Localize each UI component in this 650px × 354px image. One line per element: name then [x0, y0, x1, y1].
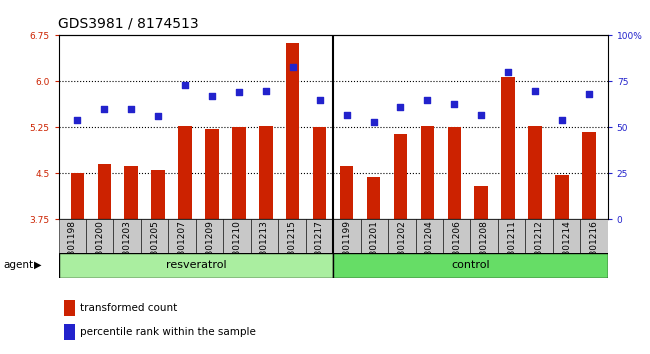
Bar — [151, 170, 165, 354]
Text: GSM801214: GSM801214 — [562, 221, 571, 275]
Bar — [64, 300, 75, 316]
Bar — [178, 126, 192, 354]
Text: transformed count: transformed count — [81, 303, 177, 313]
FancyBboxPatch shape — [388, 219, 415, 253]
Text: GSM801203: GSM801203 — [123, 221, 132, 275]
FancyBboxPatch shape — [168, 219, 196, 253]
Point — [449, 101, 460, 106]
Bar — [340, 166, 354, 354]
FancyBboxPatch shape — [86, 219, 114, 253]
Text: GSM801211: GSM801211 — [507, 221, 516, 275]
Point — [99, 106, 109, 112]
FancyBboxPatch shape — [58, 219, 86, 253]
Bar — [205, 129, 218, 354]
Bar — [555, 175, 569, 354]
Bar — [367, 177, 380, 354]
Text: GSM801216: GSM801216 — [590, 221, 599, 275]
Point — [503, 69, 514, 75]
Text: GDS3981 / 8174513: GDS3981 / 8174513 — [58, 16, 199, 30]
Text: GSM801201: GSM801201 — [370, 221, 379, 275]
Bar — [124, 166, 138, 354]
FancyBboxPatch shape — [224, 219, 251, 253]
Text: GSM801206: GSM801206 — [452, 221, 462, 275]
Point — [153, 114, 163, 119]
Bar — [394, 133, 407, 354]
Text: GSM801205: GSM801205 — [150, 221, 159, 275]
Point — [287, 64, 298, 69]
Bar — [448, 127, 461, 354]
Point — [341, 112, 352, 118]
Text: GSM801202: GSM801202 — [397, 221, 406, 275]
Point — [557, 117, 567, 123]
FancyBboxPatch shape — [58, 253, 333, 278]
FancyBboxPatch shape — [141, 219, 168, 253]
FancyBboxPatch shape — [278, 219, 306, 253]
FancyBboxPatch shape — [443, 219, 471, 253]
Point — [261, 88, 271, 93]
Bar — [313, 127, 326, 354]
Bar — [64, 324, 75, 340]
FancyBboxPatch shape — [114, 219, 141, 253]
Text: resveratrol: resveratrol — [166, 261, 226, 270]
Text: percentile rank within the sample: percentile rank within the sample — [81, 327, 256, 337]
Text: GSM801199: GSM801199 — [343, 221, 352, 275]
Bar — [474, 186, 488, 354]
Point — [207, 93, 217, 99]
Text: ▶: ▶ — [34, 260, 42, 270]
Bar — [71, 173, 84, 354]
FancyBboxPatch shape — [306, 219, 333, 253]
FancyBboxPatch shape — [251, 219, 278, 253]
Bar — [259, 126, 272, 354]
Text: GSM801217: GSM801217 — [315, 221, 324, 275]
FancyBboxPatch shape — [471, 219, 498, 253]
FancyBboxPatch shape — [552, 219, 580, 253]
Point — [476, 112, 486, 118]
FancyBboxPatch shape — [525, 219, 552, 253]
Bar — [232, 127, 246, 354]
Text: control: control — [451, 261, 489, 270]
Bar — [582, 132, 595, 354]
Point — [395, 104, 406, 110]
Text: GSM801213: GSM801213 — [260, 221, 269, 275]
Text: GSM801207: GSM801207 — [177, 221, 187, 275]
Point — [530, 88, 540, 93]
Point — [126, 106, 136, 112]
Point — [234, 90, 244, 95]
Point — [584, 91, 594, 97]
FancyBboxPatch shape — [415, 219, 443, 253]
FancyBboxPatch shape — [333, 219, 361, 253]
Bar — [98, 164, 111, 354]
Text: GSM801200: GSM801200 — [95, 221, 104, 275]
Text: GSM801209: GSM801209 — [205, 221, 214, 275]
Bar — [421, 126, 434, 354]
Text: GSM801215: GSM801215 — [287, 221, 296, 275]
Text: GSM801208: GSM801208 — [480, 221, 489, 275]
Text: GSM801204: GSM801204 — [424, 221, 434, 275]
Text: GSM801212: GSM801212 — [534, 221, 543, 275]
Text: GSM801198: GSM801198 — [68, 221, 77, 275]
FancyBboxPatch shape — [333, 253, 608, 278]
FancyBboxPatch shape — [580, 219, 608, 253]
Text: GSM801210: GSM801210 — [233, 221, 242, 275]
Point — [315, 97, 325, 103]
FancyBboxPatch shape — [361, 219, 388, 253]
Point — [72, 117, 83, 123]
Point — [422, 97, 432, 103]
Bar — [501, 77, 515, 354]
Point — [369, 119, 379, 125]
FancyBboxPatch shape — [196, 219, 224, 253]
Point — [180, 82, 190, 88]
Bar — [528, 126, 542, 354]
FancyBboxPatch shape — [498, 219, 525, 253]
Bar — [286, 44, 300, 354]
Text: agent: agent — [3, 260, 33, 270]
